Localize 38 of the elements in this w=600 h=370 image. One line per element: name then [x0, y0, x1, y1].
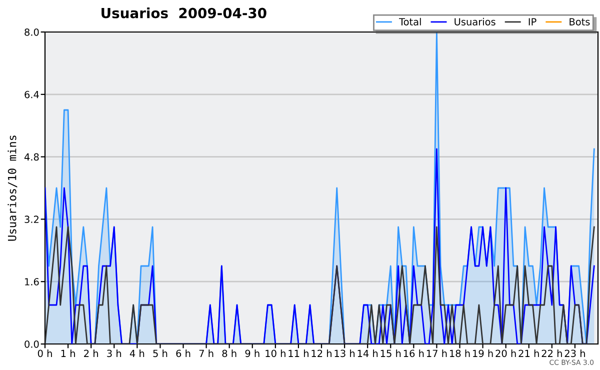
x-tick-label: 11 h	[288, 350, 308, 357]
y-tick-label: 4.8	[24, 153, 39, 161]
x-tick-label: 9 h	[245, 350, 260, 358]
x-tick-label: 14 h	[358, 350, 378, 357]
y-tick-label: 6.4	[24, 90, 39, 98]
x-tick-label: 4 h	[130, 350, 144, 357]
x-tick-label: 0 h	[38, 350, 52, 358]
legend-label: Total	[399, 18, 421, 26]
x-tick-label: 3 h	[107, 350, 122, 358]
x-tick-label: 21 h	[518, 350, 539, 357]
y-tick-label: 0.0	[24, 340, 39, 348]
x-tick-label: 19 h	[473, 350, 493, 358]
x-tick-label: 7 h	[199, 350, 214, 357]
legend-label: Usuarios	[454, 18, 496, 26]
x-tick-label: 13 h	[334, 350, 355, 358]
line-series	[45, 148, 595, 344]
x-tick-label: 22 h	[542, 350, 562, 357]
legend-label: IP	[528, 18, 536, 26]
x-tick-label: 12 h	[312, 350, 332, 357]
x-tick-label: 1 h	[61, 350, 75, 357]
legend-label: Bots	[570, 18, 590, 26]
x-tick-label: 10 h	[266, 350, 286, 358]
line-series	[45, 226, 595, 344]
x-tick-label: 5 h	[153, 350, 168, 358]
y-tick-label: 8.0	[24, 28, 39, 36]
x-tick-label: 17 h	[426, 350, 447, 357]
x-tick-label: 20 h	[496, 350, 516, 358]
x-tick-label: 15 h	[380, 350, 401, 358]
y-tick-label: 1.6	[25, 278, 39, 286]
y-axis-title: Usuarios/10 mins	[8, 136, 18, 241]
x-tick-label: 18 h	[450, 350, 470, 358]
x-tick-label: 16 h	[404, 350, 424, 358]
x-tick-label: 23 h	[564, 350, 585, 358]
y-tick-label: 3.2	[24, 216, 38, 224]
x-tick-label: 8 h	[222, 350, 236, 358]
x-tick-label: 2 h	[84, 350, 98, 357]
x-tick-label: 6 h	[176, 350, 190, 358]
chart-title: Usuarios 2009-04-30	[102, 8, 266, 18]
